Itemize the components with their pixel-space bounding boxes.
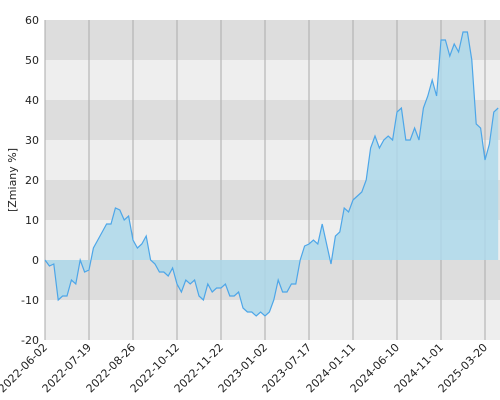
y-tick-label: 20	[25, 174, 39, 187]
y-tick-label: -20	[21, 334, 39, 347]
y-tick-label: 30	[25, 134, 39, 147]
y-tick-label: 50	[25, 54, 39, 67]
area	[45, 32, 499, 316]
grid-band	[45, 300, 500, 340]
y-axis-label: [Zmiany %]	[6, 148, 19, 212]
y-tick-label: 40	[25, 94, 39, 107]
grid-band	[45, 60, 500, 100]
y-tick-label: 10	[25, 214, 39, 227]
y-tick-label: 0	[32, 254, 39, 267]
y-tick-label: 60	[25, 14, 39, 27]
y-tick-label: -10	[21, 294, 39, 307]
line	[44, 31, 499, 317]
grid-band	[45, 20, 500, 60]
